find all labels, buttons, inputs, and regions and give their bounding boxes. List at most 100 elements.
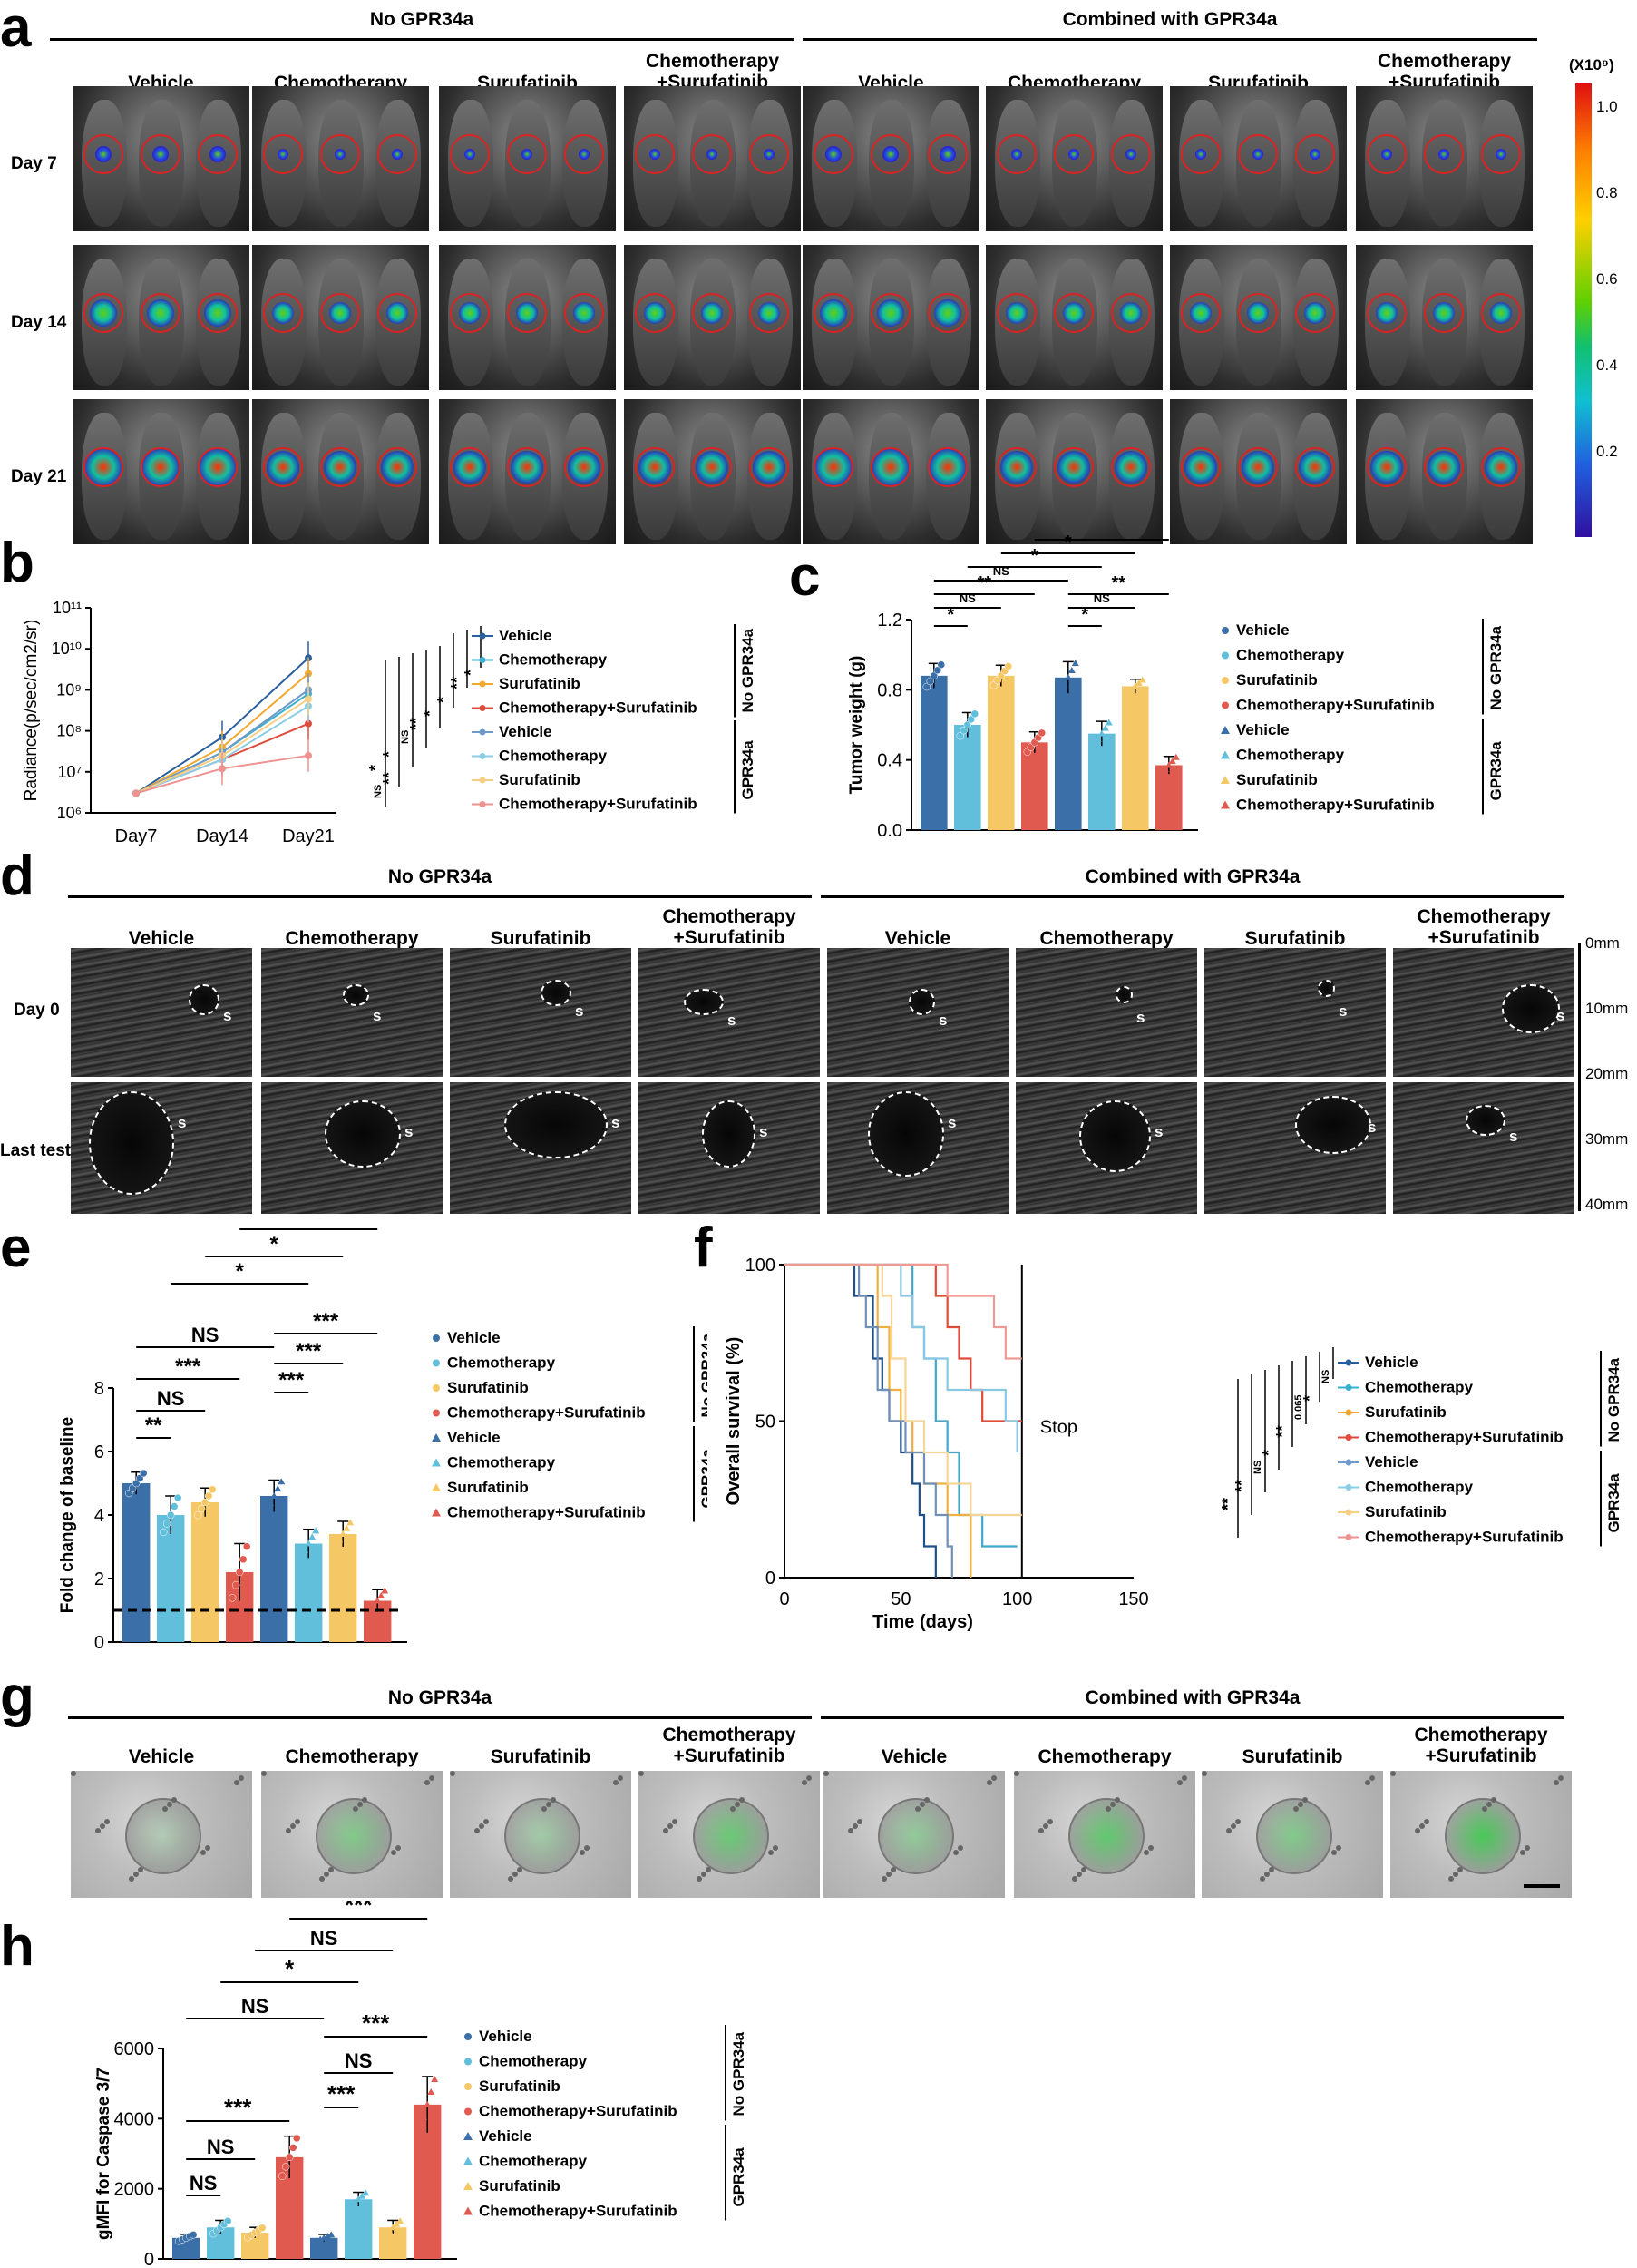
d-group-comb: Combined with GPR34a <box>1085 866 1301 887</box>
cell-dot <box>924 1797 930 1803</box>
col-header-line: +Surufatinib <box>673 1745 785 1767</box>
legend-marker <box>479 632 486 640</box>
y-tick-label: 0.8 <box>877 680 902 700</box>
col-header-line: Chemotherapy <box>1039 928 1174 949</box>
cell-dot <box>1072 1876 1077 1882</box>
legend-label: Chemotherapy <box>447 1354 556 1372</box>
roi-circle <box>814 447 853 487</box>
cell-dot <box>483 1819 489 1824</box>
data-dot <box>173 1493 182 1502</box>
bar <box>1021 742 1048 830</box>
y-tick-label: 0 <box>765 1569 775 1589</box>
sig-label: * <box>1260 1450 1278 1456</box>
col-header-line: Vehicle <box>884 928 951 949</box>
g-group-no: No GPR34a <box>387 1687 492 1708</box>
col-header-line: Surufatinib <box>490 928 591 949</box>
cell-dot <box>1260 1876 1265 1882</box>
cell-dot <box>1457 1867 1463 1872</box>
comparison-label: *** <box>362 2009 390 2037</box>
cell-dot <box>920 1802 925 1807</box>
roi-circle <box>564 447 604 487</box>
panel-a-label: a <box>0 0 32 59</box>
legend-label: Vehicle <box>1236 721 1290 738</box>
roi-circle <box>997 293 1037 333</box>
legend-label: Vehicle <box>447 1329 501 1346</box>
roi-circle <box>1238 293 1278 333</box>
organoid-tile-1-1 <box>1014 1771 1195 1898</box>
legend-label: Surufatinib <box>499 675 580 692</box>
bli-tile-1-3-0 <box>1356 86 1533 231</box>
colorbar-tick-3: 0.4 <box>1596 357 1618 374</box>
legend-label: Chemotherapy+Surufatinib <box>1365 1529 1564 1546</box>
lesion-outline <box>504 1091 608 1158</box>
data-dot <box>370 1602 378 1609</box>
colorbar-tick-1: 0.8 <box>1596 184 1618 201</box>
data-dot <box>366 1607 375 1614</box>
x-tick-label: 50 <box>891 1589 911 1609</box>
cell-dot <box>768 1850 774 1855</box>
col-header-1-0: Vehicle <box>823 1746 1005 1767</box>
roi-circle <box>1181 447 1221 487</box>
cell-dot <box>1491 1797 1496 1803</box>
comparison-label: ** <box>1095 535 1109 539</box>
legend-group-gpr: GPR34a <box>730 2147 744 2207</box>
roi-circle <box>1054 293 1094 333</box>
legend-marker <box>433 1384 440 1392</box>
legend-marker <box>479 657 486 663</box>
legend-group-no: No GPR34a <box>698 1333 707 1417</box>
data-dot <box>424 2100 432 2107</box>
us-tile-0-1-1: s <box>261 1082 443 1214</box>
legend-label: Chemotherapy <box>479 2153 588 2170</box>
chart-f: 0 50 100 150 0 50 100 Time (days) Overall surviv… <box>724 1256 1622 1632</box>
cell-dot <box>391 1850 396 1855</box>
data-dot <box>197 1504 206 1513</box>
roi-circle <box>450 134 490 174</box>
data-dot <box>385 2226 394 2234</box>
roi-circle <box>450 293 490 333</box>
data-dot <box>393 2220 401 2227</box>
data-dot <box>343 1524 351 1531</box>
legend-marker <box>1345 1409 1352 1416</box>
cell-dot <box>953 1850 959 1855</box>
lesion-outline <box>868 1091 944 1177</box>
cell-dot <box>474 1828 480 1833</box>
data-dot <box>308 1533 317 1540</box>
lesion-outline <box>189 984 219 1015</box>
legend-marker <box>433 1334 440 1342</box>
comparison-label: NS <box>190 2172 218 2195</box>
group-line-comb <box>803 38 1537 41</box>
legend-label: Vehicle <box>447 1429 501 1446</box>
data-dot <box>427 2087 435 2095</box>
roi-circle <box>928 134 968 174</box>
col-header-0-0: Vehicle <box>71 1746 252 1767</box>
comparison-label: * <box>285 1955 295 1982</box>
y-tick-label: 4000 <box>114 2109 155 2129</box>
cell-dot <box>730 1806 736 1812</box>
sig-label: NS <box>1320 1370 1331 1383</box>
cell-dot <box>328 1867 334 1872</box>
y-tick-label: 0.0 <box>877 821 902 841</box>
lesion-outline <box>1116 986 1133 1003</box>
bli-tile-1-0-0 <box>803 86 979 231</box>
cell-dot <box>261 1771 267 1776</box>
cell-dot <box>1302 1797 1308 1803</box>
data-dot <box>346 1519 355 1526</box>
roi-circle <box>1424 447 1464 487</box>
survival-curve <box>784 1263 1018 1452</box>
bli-tile-1-2-2 <box>1170 399 1347 544</box>
cell-dot <box>129 1876 134 1882</box>
legend-label: Vehicle <box>479 2028 532 2045</box>
x-tick-label: Day14 <box>196 826 248 846</box>
marker-s: s <box>404 1123 414 1140</box>
cell-dot <box>1231 1823 1236 1829</box>
cell-dot <box>1390 1771 1396 1776</box>
roi-circle <box>692 134 732 174</box>
legend-label: Chemotherapy+Surufatinib <box>447 1504 646 1521</box>
marker-s: s <box>1339 1002 1348 1020</box>
group-header-combined: Combined with GPR34a <box>1062 9 1278 30</box>
comparison-label: NS <box>207 2136 235 2158</box>
roi-circle <box>1481 447 1521 487</box>
